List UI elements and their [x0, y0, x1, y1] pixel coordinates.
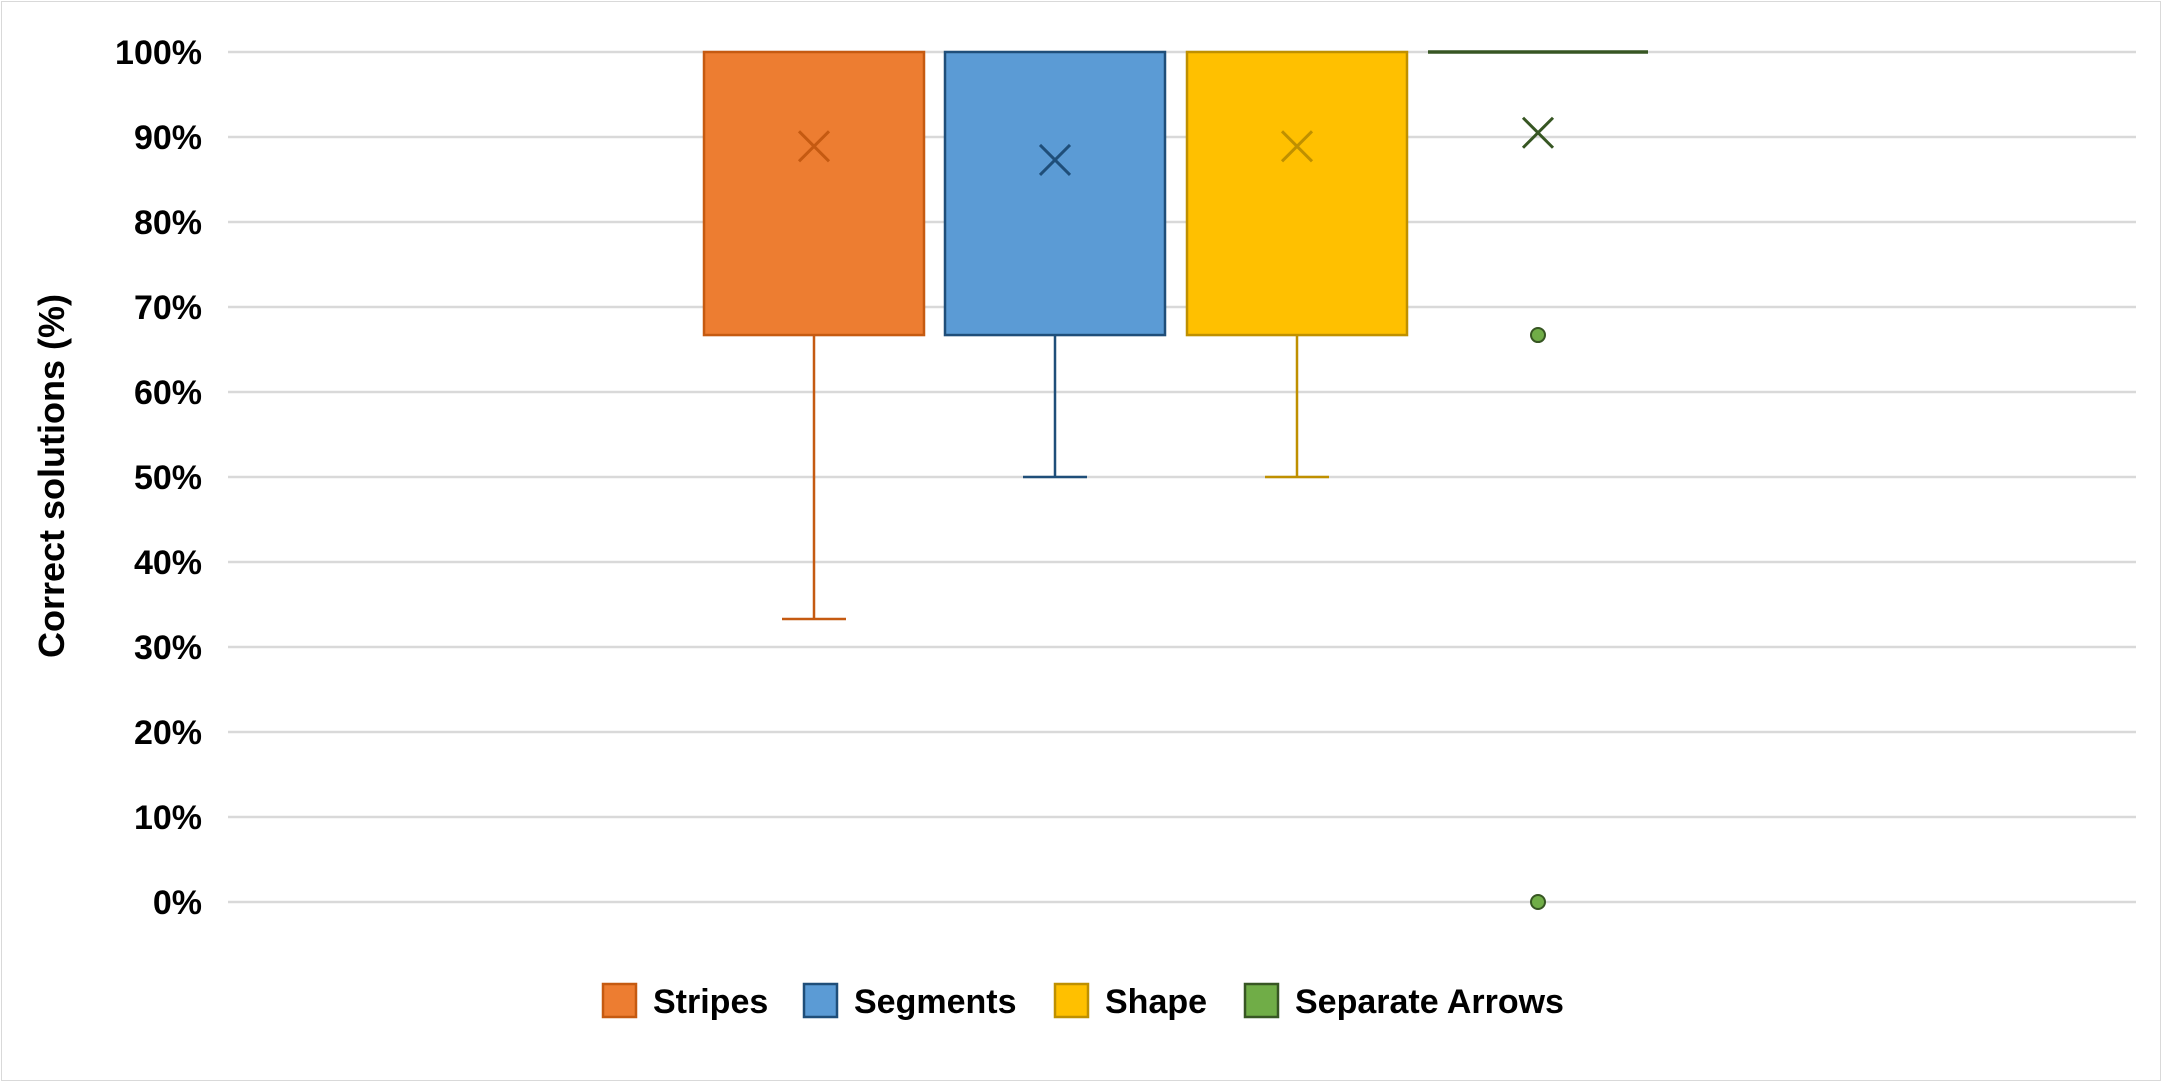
y-tick-label: 30%	[134, 629, 202, 667]
mean-marker	[1038, 143, 1072, 177]
mean-marker	[797, 130, 831, 163]
y-tick-label: 0%	[153, 884, 202, 922]
mean-marker	[1280, 130, 1314, 163]
y-tick-label: 60%	[134, 374, 202, 412]
legend-label: Shape	[1105, 983, 1207, 1021]
box-body	[1185, 50, 1409, 337]
y-tick-label: 40%	[134, 544, 202, 582]
box-shape	[1185, 50, 1409, 479]
outlier-point	[1530, 894, 1546, 910]
y-tick-label: 50%	[134, 459, 202, 497]
box-separate-arrows	[1428, 50, 1648, 910]
legend-swatch	[1053, 982, 1090, 1019]
y-axis-ticks: 0% 10% 20% 30% 40% 50% 60% 70% 80% 90% 100%	[115, 34, 202, 922]
legend-swatch	[802, 982, 839, 1019]
y-tick-label: 90%	[134, 119, 202, 157]
legend-label: Separate Arrows	[1295, 983, 1564, 1021]
legend-item: Stripes	[601, 982, 768, 1021]
outlier-point	[1530, 327, 1546, 344]
y-tick-label: 10%	[134, 799, 202, 837]
legend-item: Separate Arrows	[1243, 982, 1564, 1021]
y-tick-label: 20%	[134, 714, 202, 752]
legend: Stripes Segments Shape Separate Arrows	[601, 982, 1564, 1021]
legend-swatch	[601, 982, 638, 1019]
box-body	[943, 50, 1167, 337]
mean-marker	[1521, 116, 1555, 149]
box-body	[702, 50, 926, 337]
legend-label: Stripes	[653, 983, 768, 1021]
legend-label: Segments	[854, 983, 1017, 1021]
y-tick-label: 100%	[115, 34, 202, 72]
y-axis-title: Correct solutions (%)	[31, 294, 72, 658]
legend-item: Segments	[802, 982, 1017, 1021]
legend-item: Shape	[1053, 982, 1207, 1021]
boxes	[702, 50, 1648, 910]
y-tick-label: 70%	[134, 289, 202, 327]
gridlines	[228, 50, 2136, 904]
legend-swatch	[1243, 982, 1280, 1019]
box-segments	[943, 50, 1167, 479]
y-tick-label: 80%	[134, 204, 202, 242]
box-stripes	[702, 50, 926, 621]
